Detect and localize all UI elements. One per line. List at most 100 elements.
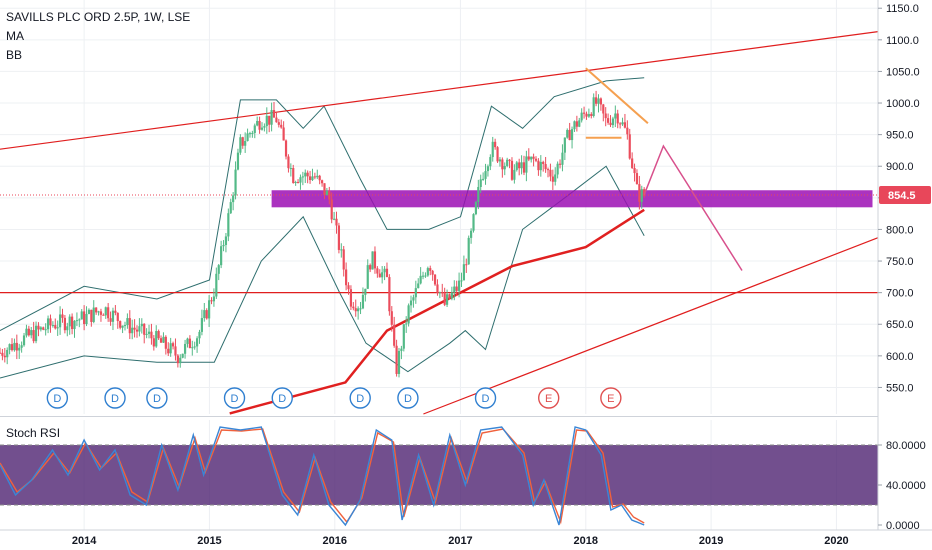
candle[interactable] (25, 324, 28, 338)
candle[interactable] (635, 169, 639, 185)
candle[interactable] (433, 274, 437, 286)
candle[interactable] (284, 139, 288, 160)
candle[interactable] (308, 170, 312, 184)
candle[interactable] (8, 343, 11, 355)
candle[interactable] (525, 150, 528, 182)
candle[interactable] (436, 279, 439, 296)
candle[interactable] (123, 321, 127, 331)
candle[interactable] (592, 93, 595, 118)
candle[interactable] (602, 103, 605, 122)
candle[interactable] (472, 213, 475, 233)
candle[interactable] (393, 316, 396, 348)
candle[interactable] (179, 354, 182, 368)
candle[interactable] (395, 339, 398, 377)
candle[interactable] (455, 280, 458, 297)
candle[interactable] (539, 155, 542, 177)
candle[interactable] (419, 267, 422, 285)
candle[interactable] (143, 323, 146, 344)
candle[interactable] (530, 156, 533, 163)
candle[interactable] (212, 288, 216, 307)
candle[interactable] (256, 116, 259, 127)
candle[interactable] (169, 337, 172, 357)
candle[interactable] (244, 132, 247, 153)
candle[interactable] (44, 323, 47, 336)
candle[interactable] (253, 123, 256, 139)
candle[interactable] (556, 161, 559, 179)
candle[interactable] (501, 157, 504, 178)
candle[interactable] (340, 243, 343, 258)
candle[interactable] (515, 160, 518, 172)
candle[interactable] (371, 251, 374, 270)
candle[interactable] (78, 318, 81, 328)
candle[interactable] (159, 335, 163, 343)
candle[interactable] (116, 312, 119, 329)
candle[interactable] (373, 246, 377, 274)
candle[interactable] (99, 308, 103, 322)
candle[interactable] (15, 334, 18, 360)
candle[interactable] (289, 163, 292, 177)
candle[interactable] (643, 187, 646, 198)
candle[interactable] (570, 126, 574, 149)
candle[interactable] (578, 117, 581, 128)
candle[interactable] (27, 325, 30, 337)
candle[interactable] (171, 341, 175, 350)
candle[interactable] (145, 328, 148, 339)
candle[interactable] (333, 211, 336, 221)
candle[interactable] (554, 167, 557, 186)
candle[interactable] (150, 323, 153, 345)
candle[interactable] (385, 262, 389, 278)
candle[interactable] (71, 313, 74, 335)
candle[interactable] (534, 156, 538, 163)
candle[interactable] (383, 266, 386, 281)
candle[interactable] (268, 115, 271, 133)
candle[interactable] (311, 168, 314, 181)
candle[interactable] (345, 262, 348, 291)
candle[interactable] (131, 319, 134, 340)
candle[interactable] (513, 164, 516, 184)
candle[interactable] (56, 320, 59, 336)
candle[interactable] (479, 174, 482, 193)
candle[interactable] (381, 266, 384, 284)
candle[interactable] (280, 119, 283, 129)
candle[interactable] (92, 300, 95, 324)
candle[interactable] (265, 107, 268, 134)
candle[interactable] (183, 339, 187, 359)
candle[interactable] (51, 321, 54, 328)
candle[interactable] (220, 240, 223, 269)
candle[interactable] (13, 338, 16, 352)
candle[interactable] (361, 287, 365, 310)
candle[interactable] (107, 303, 110, 322)
candle[interactable] (58, 306, 62, 335)
candle[interactable] (465, 258, 468, 273)
candle[interactable] (248, 131, 252, 138)
dividend-marker[interactable]: D (397, 387, 419, 409)
candle[interactable] (140, 318, 143, 334)
candle[interactable] (474, 200, 478, 216)
candle[interactable] (582, 106, 586, 119)
candle[interactable] (320, 179, 324, 187)
candle[interactable] (68, 314, 71, 335)
candle[interactable] (638, 175, 641, 210)
candle[interactable] (215, 267, 218, 299)
candle[interactable] (232, 192, 235, 211)
candle[interactable] (623, 113, 627, 129)
candle[interactable] (352, 302, 355, 311)
indicator-ma-label[interactable]: MA (6, 29, 24, 43)
candle[interactable] (49, 314, 52, 333)
candle[interactable] (0, 347, 2, 354)
candle[interactable] (66, 322, 69, 337)
dividend-marker[interactable]: D (271, 387, 293, 409)
candle[interactable] (119, 320, 122, 330)
dividend-marker[interactable]: D (104, 387, 126, 409)
candle[interactable] (42, 326, 45, 331)
candle[interactable] (325, 188, 328, 196)
candle[interactable] (580, 108, 583, 123)
candle[interactable] (63, 315, 66, 334)
candle[interactable] (299, 174, 302, 190)
candle[interactable] (18, 343, 21, 359)
candle[interactable] (467, 235, 470, 265)
candle[interactable] (128, 310, 131, 340)
candle[interactable] (147, 324, 151, 339)
candle[interactable] (109, 311, 112, 326)
